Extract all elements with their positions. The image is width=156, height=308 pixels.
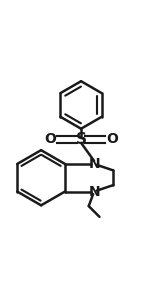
Text: O: O	[44, 132, 56, 146]
Text: S: S	[76, 132, 87, 147]
Text: N: N	[88, 184, 100, 199]
Text: O: O	[106, 132, 118, 146]
Text: N: N	[88, 157, 100, 171]
